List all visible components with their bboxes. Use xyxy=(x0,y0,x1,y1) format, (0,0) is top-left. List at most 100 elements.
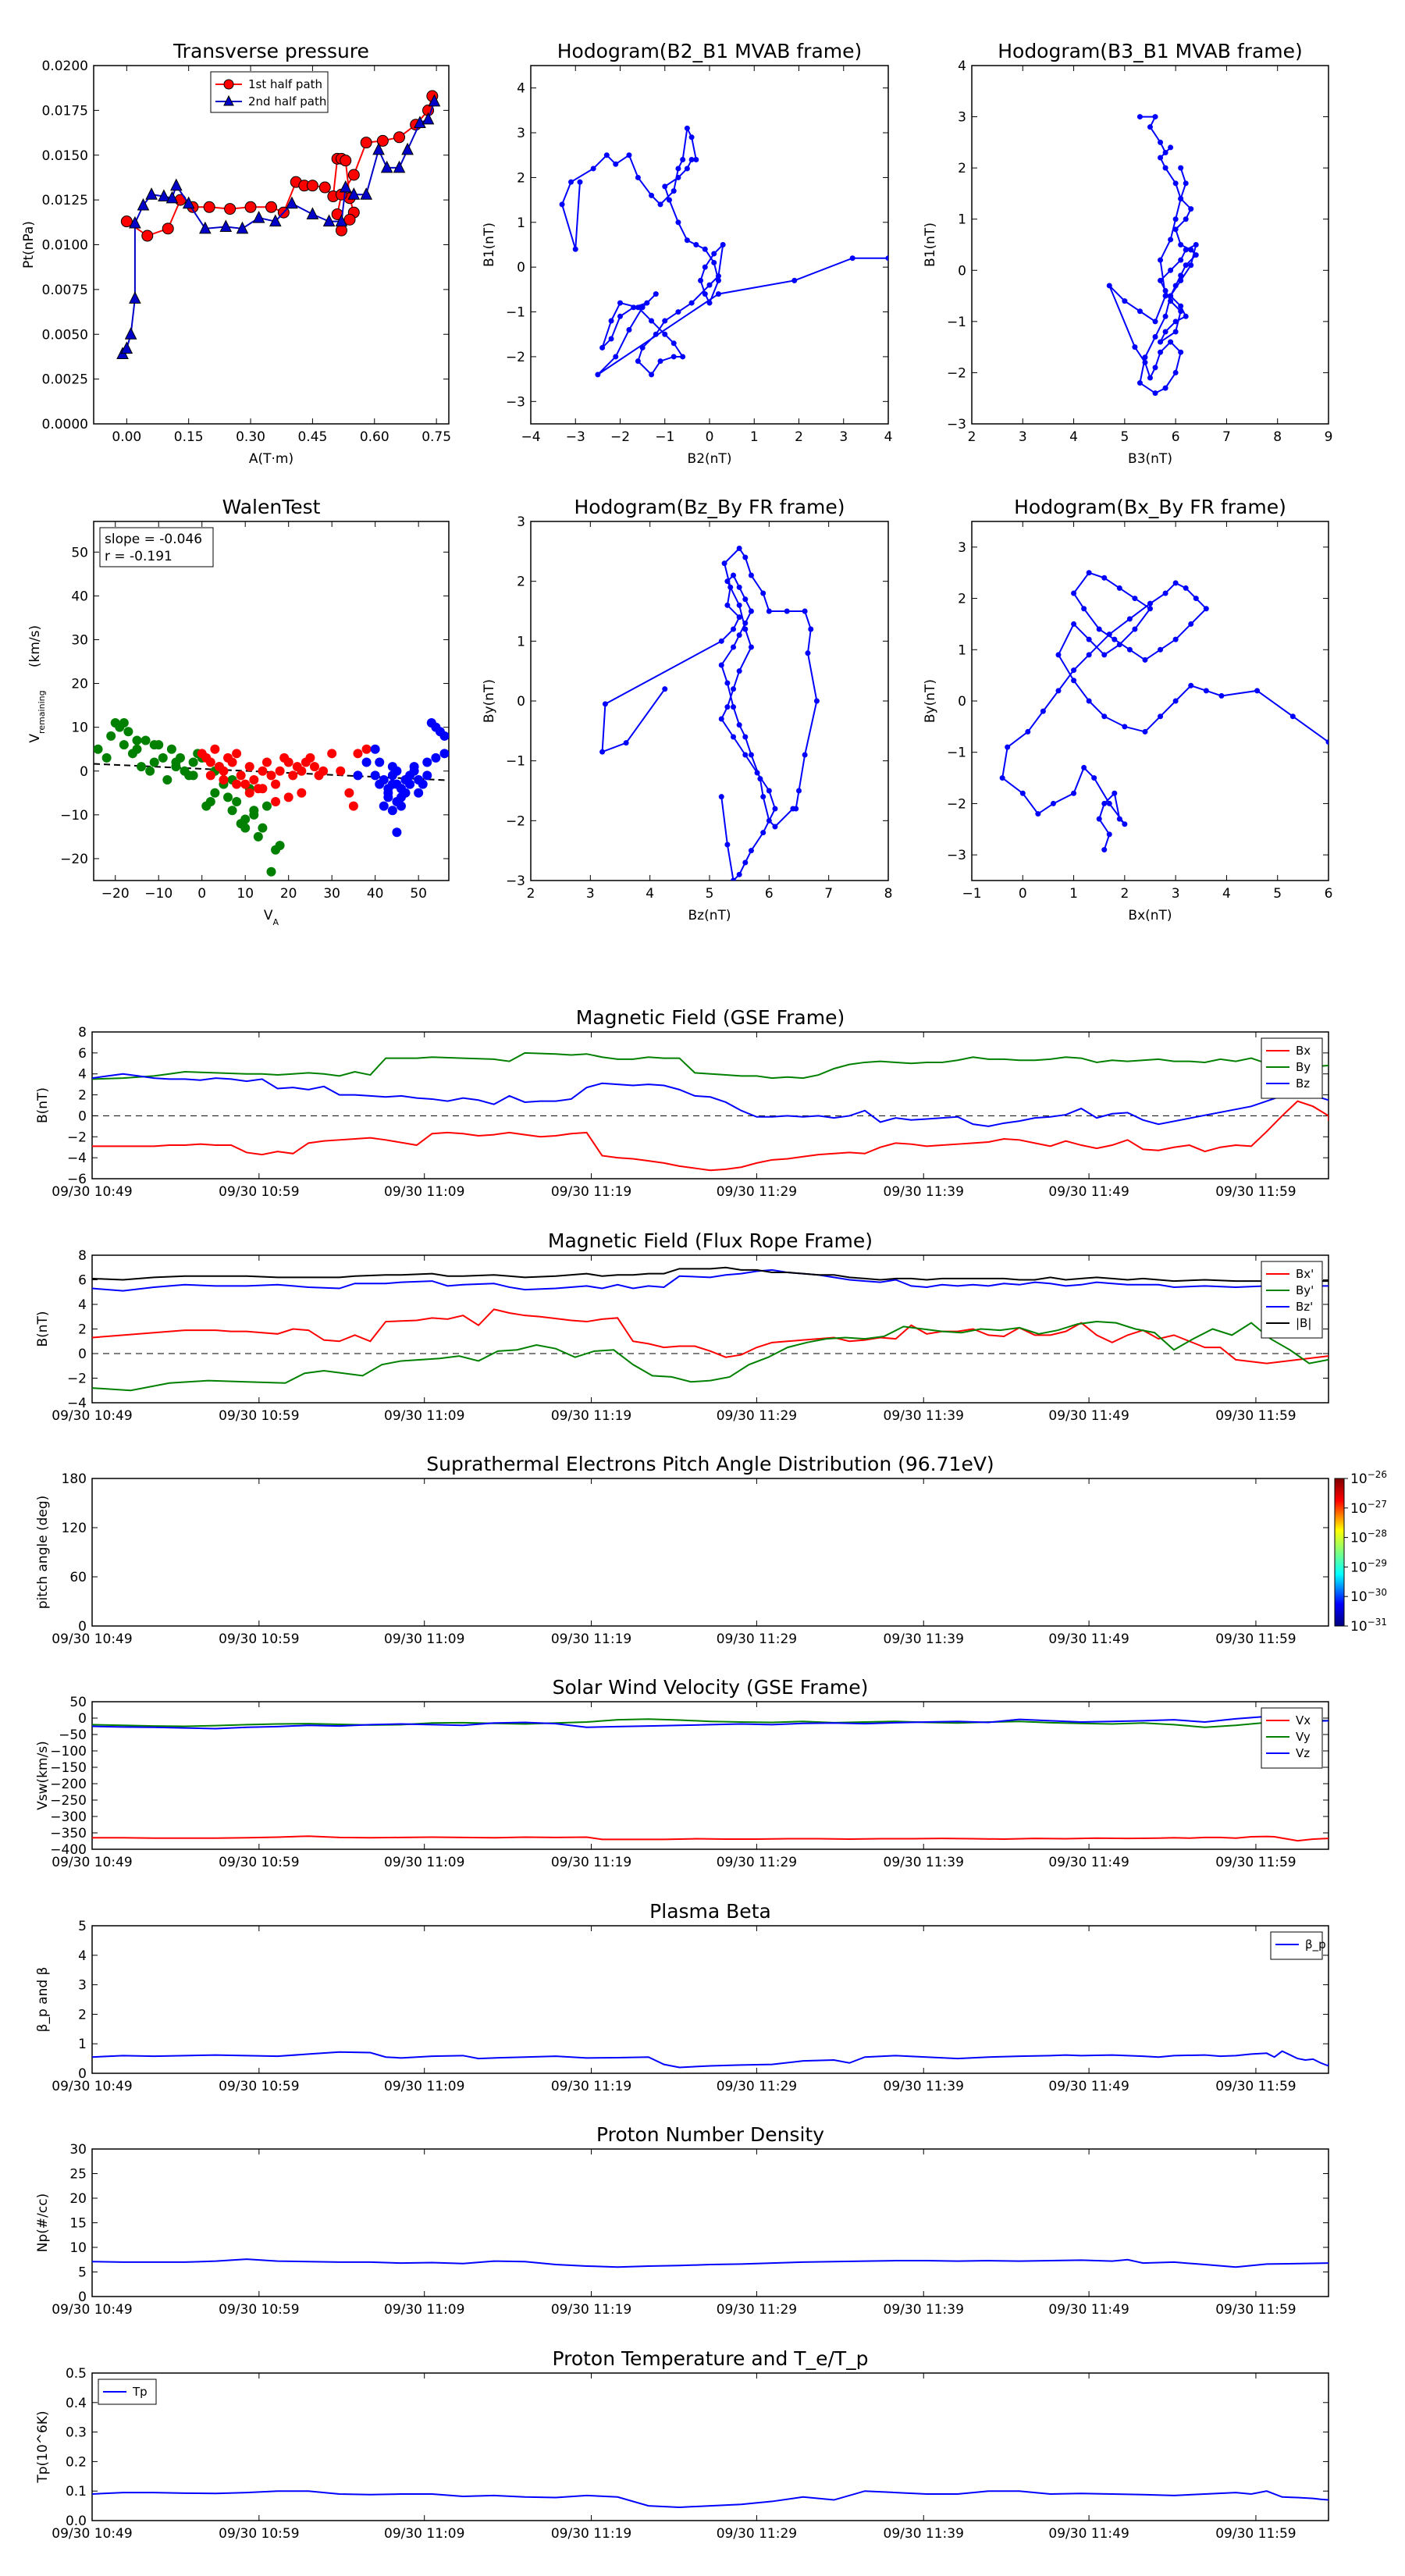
data-point xyxy=(137,762,147,772)
data-point xyxy=(1188,262,1194,269)
legend-label: β_p xyxy=(1305,1937,1326,1952)
chart-title: Magnetic Field (GSE Frame) xyxy=(576,1006,845,1029)
data-point xyxy=(736,632,742,639)
data-point xyxy=(210,788,220,798)
data-point xyxy=(568,179,574,185)
x-tick-label: 10 xyxy=(237,886,254,902)
data-point xyxy=(724,841,731,848)
plot-frame xyxy=(971,65,1329,425)
data-point xyxy=(670,188,677,194)
data-point xyxy=(318,181,331,194)
data-point xyxy=(336,766,346,776)
data-point xyxy=(1147,124,1153,130)
plot-area xyxy=(94,718,449,877)
y-tick-label: −250 xyxy=(50,1793,87,1809)
data-point xyxy=(232,749,242,759)
data-point xyxy=(1081,764,1087,770)
data-point xyxy=(731,877,737,881)
data-point xyxy=(1005,744,1011,750)
data-point xyxy=(1193,242,1199,247)
data-point xyxy=(1106,632,1112,638)
data-point xyxy=(244,201,257,213)
data-point xyxy=(1162,329,1168,335)
x-tick-label: 2 xyxy=(968,429,976,445)
x-tick-label: 09/30 11:29 xyxy=(717,1855,797,1870)
x-tick-label: 09/30 11:39 xyxy=(884,2302,964,2318)
data-point xyxy=(1106,800,1112,806)
x-tick-label: −20 xyxy=(101,886,130,902)
x-tick-label: 09/30 11:29 xyxy=(717,2302,797,2318)
plot-area xyxy=(92,1715,1329,1842)
data-point xyxy=(376,134,389,147)
data-point xyxy=(137,197,150,211)
data-point xyxy=(129,215,141,229)
data-point xyxy=(766,608,772,614)
y-tick-label: 0 xyxy=(78,2066,87,2082)
data-point xyxy=(736,668,742,674)
data-point xyxy=(132,744,142,754)
chart-pt: Transverse pressure 0.00 0.15 0.30 0.45 0.60 0… xyxy=(21,40,451,467)
plot-frame xyxy=(91,1478,1329,1627)
data-point xyxy=(1172,318,1179,325)
data-point xyxy=(379,801,389,811)
x-tick-label: 09/30 11:19 xyxy=(551,1855,631,1870)
data-point xyxy=(1142,359,1148,365)
data-point xyxy=(623,740,629,746)
data-point xyxy=(675,219,681,226)
data-point xyxy=(693,156,699,162)
y-tick-label: 0 xyxy=(517,260,525,276)
data-point xyxy=(784,608,790,614)
x-tick-label: −3 xyxy=(566,429,585,445)
y-tick-label: −50 xyxy=(59,1727,87,1743)
data-point xyxy=(1289,713,1296,720)
y-axis-label: B(nT) xyxy=(35,1087,51,1123)
plot-frame xyxy=(93,521,450,881)
data-point xyxy=(1086,570,1092,576)
data-point xyxy=(379,774,389,785)
data-point xyxy=(1071,790,1077,796)
data-point xyxy=(1142,656,1148,663)
x-tick-label: 4 xyxy=(1222,886,1231,902)
data-point xyxy=(590,165,596,172)
chart-title: Hodogram(B2_B1 MVAB frame) xyxy=(557,40,863,62)
data-point xyxy=(805,650,811,656)
data-point xyxy=(132,735,142,745)
data-point xyxy=(1019,790,1026,796)
data-point xyxy=(706,282,713,288)
data-point xyxy=(731,644,737,650)
data-point xyxy=(617,313,623,319)
data-point xyxy=(693,242,699,247)
data-point xyxy=(1188,247,1194,253)
x-tick-label: 09/30 11:59 xyxy=(1215,2302,1296,2318)
data-point xyxy=(145,766,155,776)
chart-ts6: Proton Number Density 09/30 10:49 09/30 10… xyxy=(35,2123,1329,2318)
y-tick-label: 30 xyxy=(69,2142,87,2158)
x-tick-label: 30 xyxy=(323,886,340,902)
legend-label: Bx' xyxy=(1296,1267,1314,1281)
data-point xyxy=(702,246,708,252)
data-point xyxy=(340,155,352,167)
legend-label: By xyxy=(1296,1060,1311,1074)
data-point xyxy=(1116,585,1122,591)
x-tick-label: 7 xyxy=(1222,429,1231,445)
series-Vy xyxy=(92,1718,1329,1728)
x-tick-label: 09/30 11:09 xyxy=(384,2526,464,2542)
colorbar-tick-label: 10−30 xyxy=(1350,1587,1387,1605)
data-point xyxy=(288,770,298,781)
data-point xyxy=(361,744,372,754)
y-tick-label: 2 xyxy=(517,575,525,590)
data-point xyxy=(141,229,154,242)
x-tick-label: 0 xyxy=(1019,886,1027,902)
data-point xyxy=(170,178,183,191)
chart-title: Proton Number Density xyxy=(596,2123,824,2146)
y-axis-label: Np(#/cc) xyxy=(35,2194,51,2252)
series-Bz' xyxy=(92,1268,1329,1292)
x-tick-label: 09/30 11:19 xyxy=(551,1408,631,1424)
data-point xyxy=(684,125,690,131)
y-tick-label: 4 xyxy=(78,1297,87,1313)
chart-title: Plasma Beta xyxy=(649,1900,771,1923)
data-point xyxy=(1071,590,1077,596)
chart-ts2: Magnetic Field (Flux Rope Frame) 09/30 10… xyxy=(35,1229,1329,1424)
x-axis-label: Bz(nT) xyxy=(688,908,731,923)
data-point xyxy=(736,614,742,621)
